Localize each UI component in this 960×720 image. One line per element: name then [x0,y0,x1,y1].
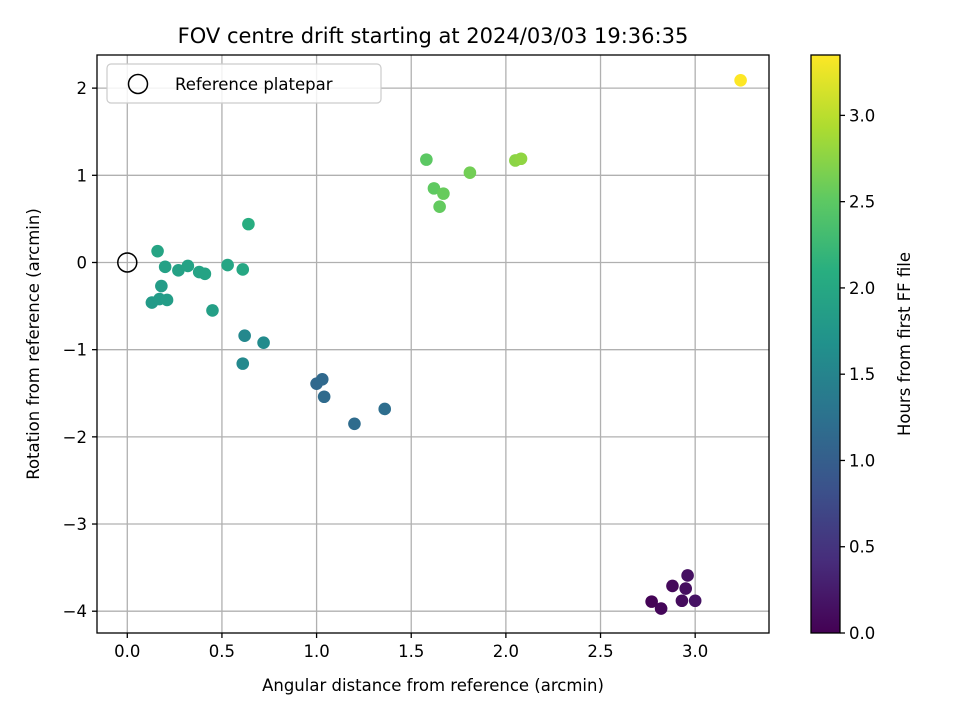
data-point [681,569,694,582]
y-tick-label: 2 [77,79,88,98]
colorbar: 0.0 0.5 1.0 1.5 2.0 2.5 3.0 Hours from first F… [810,54,914,643]
data-point [463,166,477,179]
data-point [315,373,329,386]
data-point [348,417,361,431]
legend-marker-open-circle-icon [127,73,149,95]
data-point [242,217,255,231]
data-point [160,293,174,307]
y-tick-label: −3 [63,515,87,534]
y-tick-label: −2 [63,428,87,447]
data-point [675,594,689,608]
colorbar-gradient [811,55,840,633]
y-tick-label: −1 [63,341,87,360]
data-point [437,187,450,200]
data-point [181,259,195,273]
x-tick-label: 2.0 [493,642,519,661]
x-axis-label: Angular distance from reference (arcmin) [262,676,604,695]
x-axis-ticks: 0.0 0.5 1.0 1.5 2.0 2.5 3.0 [114,633,708,661]
data-point [433,200,446,213]
y-axis-ticks: −4 −3 −2 −1 0 1 2 [63,79,97,621]
data-point [427,182,441,195]
data-points [145,73,747,615]
x-tick-label: 1.5 [398,642,424,661]
plot-frame [96,54,770,634]
colorbar-tick-label: 1.0 [849,451,875,470]
data-point [221,258,234,272]
data-point [151,244,164,258]
x-tick-label: 0.5 [209,642,235,661]
data-point [155,279,168,293]
reference-marker-layer [117,252,138,273]
x-tick-label: 1.0 [303,642,329,661]
data-point [734,73,747,87]
data-point [158,260,172,274]
data-point [420,153,433,166]
legend-label-reference-platepar: Reference platepar [175,75,333,94]
grid [97,55,769,633]
data-point [198,267,212,281]
colorbar-label: Hours from first FF file [895,252,914,436]
x-tick-label: 2.5 [587,642,613,661]
data-point [236,357,250,370]
data-point [654,602,668,615]
colorbar-tick-label: 0.0 [849,624,875,643]
colorbar-tick-label: 2.0 [849,279,875,298]
data-point [645,595,658,608]
data-point [206,304,219,317]
data-point [257,336,270,349]
data-point [688,594,702,608]
data-point [172,264,185,277]
reference-platepar-marker [117,252,138,273]
data-point [236,263,250,276]
colorbar-ticks: 0.0 0.5 1.0 1.5 2.0 2.5 3.0 [840,106,875,643]
data-point [514,152,528,166]
y-axis-label: Rotation from reference (arcmin) [24,208,43,480]
data-point [317,390,331,404]
chart-title: FOV centre drift starting at 2024/03/03 … [178,24,689,48]
colorbar-frame [810,54,841,634]
x-tick-label: 0.0 [114,642,140,661]
colorbar-tick-label: 1.5 [849,365,875,384]
y-tick-label: 1 [77,166,88,185]
data-point [679,582,693,595]
colorbar-tick-label: 2.5 [849,193,875,212]
legend-box [106,63,382,104]
data-point [666,579,679,593]
x-tick-label: 3.0 [682,642,708,661]
y-tick-label: 0 [77,253,88,272]
data-point [238,329,251,343]
legend: Reference platepar [106,63,382,104]
y-tick-label: −4 [63,602,87,621]
colorbar-tick-label: 0.5 [849,538,875,557]
data-point [378,402,392,416]
colorbar-tick-label: 3.0 [849,106,875,125]
